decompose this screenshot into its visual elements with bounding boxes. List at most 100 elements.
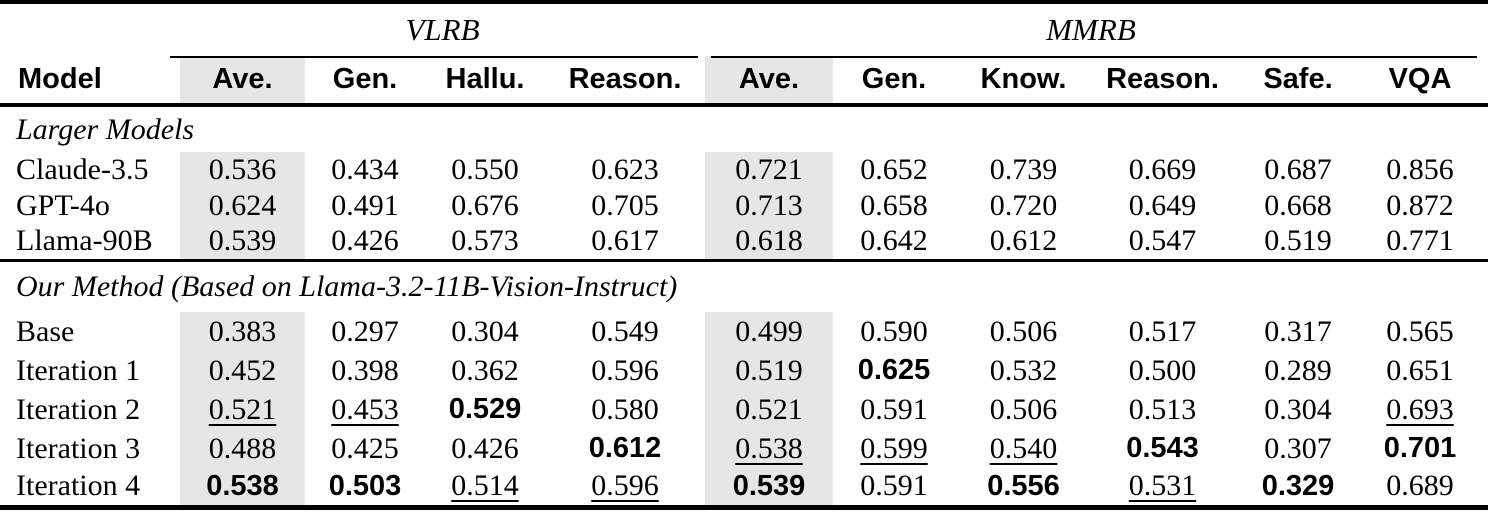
value-cell: 0.426: [425, 429, 545, 468]
benchmark-results-table: VLRB MMRB Model Ave. Gen. Hallu. Reason.…: [0, 0, 1488, 510]
row-spacer: [1477, 312, 1488, 351]
value-cell: 0.625: [833, 351, 955, 390]
value-cell: 0.304: [1233, 390, 1363, 429]
value-text: 0.488: [208, 431, 277, 465]
row-spacer: [1477, 152, 1488, 188]
value-cell: 0.669: [1092, 152, 1233, 188]
value-text: 0.513: [1128, 392, 1197, 426]
value-cell: 0.596: [545, 351, 705, 390]
value-text: 0.426: [451, 431, 519, 465]
value-text: 0.452: [208, 353, 277, 387]
group-header-spacer: [1477, 2, 1488, 56]
value-text: 0.591: [860, 392, 928, 426]
value-cell: 0.506: [955, 390, 1092, 429]
value-cell: 0.519: [1233, 224, 1363, 262]
value-cell: 0.491: [305, 188, 425, 224]
value-text: 0.649: [1128, 189, 1197, 222]
value-text: 0.514: [451, 469, 519, 503]
value-text: 0.506: [989, 314, 1058, 348]
value-text: 0.304: [451, 314, 519, 348]
value-text: 0.425: [331, 431, 399, 465]
value-text: 0.329: [1261, 469, 1335, 502]
row-spacer: [1477, 429, 1488, 468]
value-cell: 0.721: [705, 152, 833, 188]
column-header-spacer: [1477, 56, 1488, 107]
value-cell: 0.517: [1092, 312, 1233, 351]
value-text: 0.596: [591, 469, 659, 503]
value-cell: 0.329: [1233, 468, 1363, 510]
value-text: 0.517: [1128, 314, 1197, 348]
model-name: GPT-4o: [16, 189, 110, 222]
value-cell: 0.599: [833, 429, 955, 468]
value-text: 0.573: [451, 224, 519, 258]
column-header-mmrb-safe: Safe.: [1233, 56, 1363, 107]
value-cell: 0.398: [305, 351, 425, 390]
value-text: 0.538: [206, 469, 279, 502]
value-text: 0.434: [331, 153, 399, 186]
table-row: Iteration 4 0.538 0.503 0.514 0.596 0.539 0.59…: [0, 468, 1488, 510]
value-cell: 0.596: [545, 468, 705, 510]
column-header-vlrb-reason: Reason.: [545, 56, 705, 107]
value-cell: 0.612: [955, 224, 1092, 262]
value-text: 0.543: [1126, 432, 1199, 464]
value-cell: 0.612: [545, 429, 705, 468]
value-cell: 0.452: [180, 351, 305, 390]
value-text: 0.642: [860, 224, 928, 258]
value-text: 0.721: [735, 153, 803, 186]
section-title-row: Our Method (Based on Llama-3.2-11B-Visio…: [0, 260, 1488, 312]
value-cell: 0.536: [180, 152, 305, 188]
value-text: 0.618: [735, 224, 803, 258]
value-cell: 0.693: [1363, 390, 1477, 429]
table-row: Claude-3.5 0.536 0.434 0.550 0.623 0.721 0.652…: [0, 152, 1488, 188]
value-text: 0.623: [591, 153, 659, 186]
value-text: 0.596: [591, 353, 659, 387]
value-text: 0.500: [1128, 353, 1197, 387]
row-spacer: [1477, 351, 1488, 390]
value-text: 0.625: [857, 354, 931, 386]
value-cell: 0.713: [705, 188, 833, 224]
value-text: 0.701: [1383, 432, 1457, 464]
value-cell: 0.701: [1363, 429, 1477, 468]
group-label-vlrb: VLRB: [405, 12, 480, 47]
row-spacer: [1477, 468, 1488, 510]
value-text: 0.529: [448, 393, 522, 425]
group-label-mmrb: MMRB: [1046, 12, 1136, 47]
value-cell: 0.521: [705, 390, 833, 429]
value-text: 0.398: [331, 353, 399, 387]
value-cell: 0.297: [305, 312, 425, 351]
value-text: 0.491: [331, 189, 399, 222]
value-text: 0.453: [331, 392, 399, 426]
model-name: Claude-3.5: [16, 153, 149, 186]
value-cell: 0.521: [180, 390, 305, 429]
value-cell: 0.506: [955, 312, 1092, 351]
value-cell: 0.591: [833, 390, 955, 429]
value-cell: 0.668: [1233, 188, 1363, 224]
value-cell: 0.289: [1233, 351, 1363, 390]
value-text: 0.771: [1386, 224, 1454, 258]
section-title-row: Larger Models: [0, 105, 1488, 152]
value-text: 0.591: [860, 469, 928, 503]
value-cell: 0.689: [1363, 468, 1477, 510]
value-text: 0.590: [860, 314, 928, 348]
group-header-row: VLRB MMRB: [0, 2, 1488, 56]
value-text: 0.499: [735, 314, 803, 348]
value-text: 0.549: [591, 314, 659, 348]
value-text: 0.565: [1386, 314, 1454, 348]
value-text: 0.713: [735, 189, 803, 222]
column-header-row: Model Ave. Gen. Hallu. Reason. Ave. Gen.…: [0, 56, 1488, 107]
value-cell: 0.425: [305, 429, 425, 468]
value-cell: 0.856: [1363, 152, 1477, 188]
value-text: 0.540: [989, 431, 1058, 465]
model-name: Iteration 3: [16, 431, 141, 465]
model-name: Llama-90B: [0, 224, 180, 262]
value-cell: 0.687: [1233, 152, 1363, 188]
value-cell: 0.453: [305, 390, 425, 429]
value-text: 0.304: [1264, 392, 1332, 426]
value-text: 0.521: [735, 392, 803, 426]
value-text: 0.705: [591, 189, 659, 222]
value-cell: 0.739: [955, 152, 1092, 188]
value-text: 0.297: [331, 314, 399, 348]
value-text: 0.612: [588, 432, 662, 464]
value-cell: 0.529: [425, 390, 545, 429]
value-cell: 0.362: [425, 351, 545, 390]
